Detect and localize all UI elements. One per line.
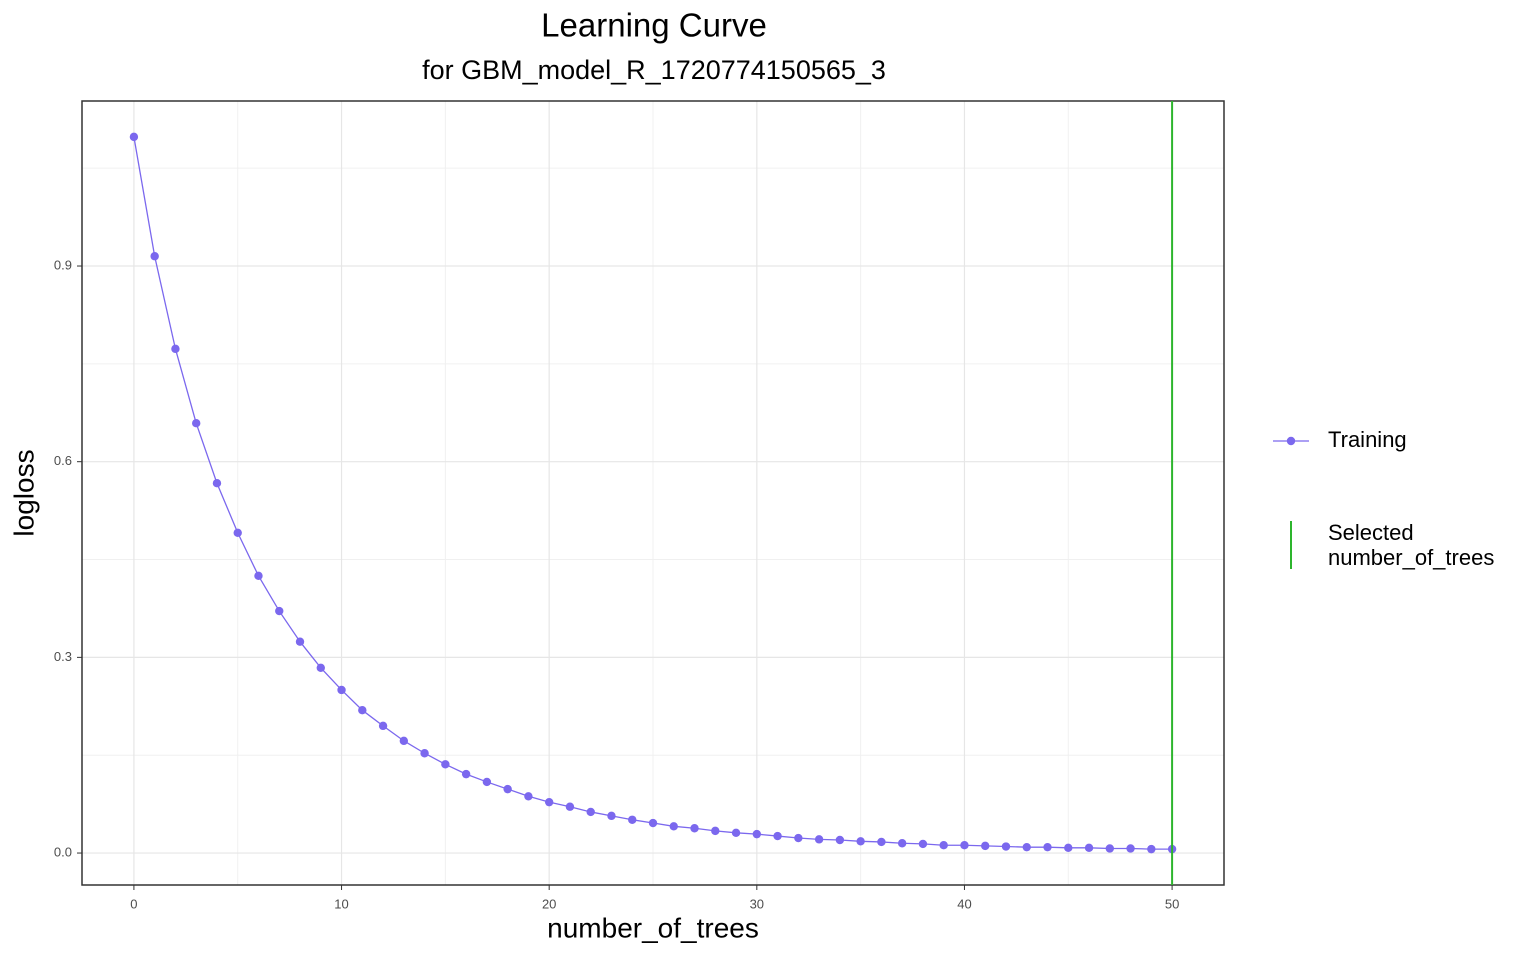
data-point bbox=[233, 528, 242, 537]
chart-subtitle: for GBM_model_R_1720774150565_3 bbox=[422, 55, 886, 85]
data-point bbox=[316, 663, 325, 673]
data-point bbox=[399, 736, 409, 746]
data-point bbox=[482, 777, 492, 787]
data-point bbox=[358, 705, 367, 715]
x-tick-label: 20 bbox=[542, 896, 556, 911]
data-point bbox=[129, 132, 139, 142]
x-tick-label: 50 bbox=[1165, 896, 1179, 911]
data-point bbox=[150, 252, 159, 261]
x-axis-title: number_of_trees bbox=[547, 912, 759, 943]
data-point bbox=[254, 571, 263, 581]
data-point bbox=[544, 797, 554, 807]
x-tick-label: 10 bbox=[334, 896, 348, 911]
data-point bbox=[960, 841, 969, 850]
data-point bbox=[503, 784, 512, 794]
data-point bbox=[690, 824, 699, 833]
data-point bbox=[1043, 842, 1052, 852]
data-point bbox=[648, 818, 658, 828]
data-point bbox=[794, 833, 803, 843]
data-point bbox=[897, 839, 907, 848]
y-tick-label: 0.6 bbox=[54, 453, 72, 468]
data-point bbox=[814, 835, 824, 844]
data-point bbox=[524, 792, 533, 801]
data-point bbox=[171, 344, 180, 354]
data-point bbox=[1126, 844, 1135, 853]
data-point bbox=[1064, 843, 1073, 853]
y-tick-label: 0.9 bbox=[54, 257, 72, 272]
data-point bbox=[835, 835, 845, 845]
data-point bbox=[669, 822, 678, 831]
data-point bbox=[607, 811, 616, 821]
data-point bbox=[731, 828, 741, 838]
data-point bbox=[877, 837, 886, 847]
legend-swatch bbox=[1286, 436, 1296, 446]
data-point bbox=[628, 815, 637, 824]
data-point bbox=[1001, 842, 1011, 851]
y-tick-label: 0.3 bbox=[54, 649, 72, 664]
data-point bbox=[939, 841, 948, 850]
data-point bbox=[918, 839, 928, 849]
data-point bbox=[1147, 844, 1156, 854]
data-point bbox=[981, 841, 990, 851]
y-axis-title: logloss bbox=[8, 449, 39, 536]
data-point bbox=[752, 829, 762, 839]
data-point bbox=[441, 760, 450, 769]
chart-title: Learning Curve bbox=[541, 7, 767, 44]
data-point bbox=[192, 419, 201, 428]
data-point bbox=[856, 837, 865, 846]
legend-label: Training bbox=[1328, 427, 1407, 452]
data-point bbox=[586, 807, 595, 817]
data-point bbox=[773, 831, 782, 841]
data-point bbox=[337, 685, 346, 695]
data-point bbox=[565, 802, 575, 811]
x-tick-label: 40 bbox=[957, 896, 971, 911]
x-tick-label: 0 bbox=[130, 896, 137, 911]
data-point bbox=[212, 479, 222, 488]
y-tick-label: 0.0 bbox=[54, 844, 72, 859]
data-point bbox=[1105, 844, 1115, 853]
data-point bbox=[711, 826, 720, 836]
data-point bbox=[378, 721, 388, 731]
legend-label: Selected number_of_trees bbox=[1328, 520, 1495, 570]
data-point bbox=[1022, 842, 1031, 852]
plot-border bbox=[81, 100, 1225, 886]
data-point bbox=[1084, 843, 1094, 853]
x-tick-label: 30 bbox=[750, 896, 764, 911]
data-point bbox=[420, 749, 429, 758]
data-point bbox=[275, 606, 284, 616]
data-point bbox=[295, 637, 305, 646]
data-point bbox=[461, 769, 471, 779]
